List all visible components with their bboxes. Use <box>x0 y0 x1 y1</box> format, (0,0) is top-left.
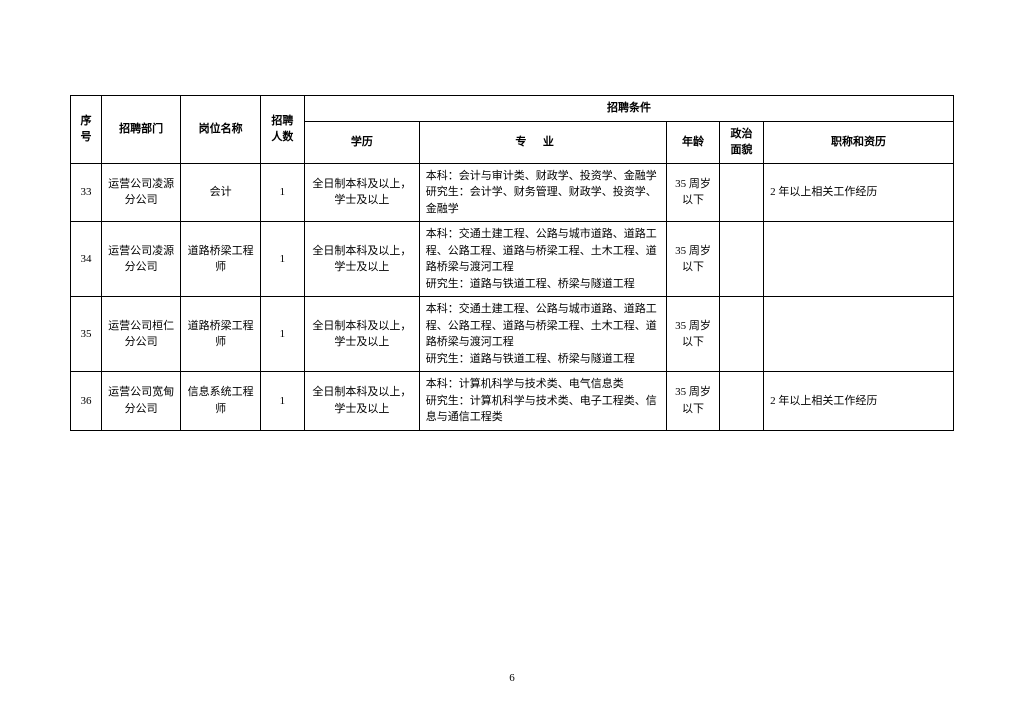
header-qualification: 职称和资历 <box>764 121 954 163</box>
table-cell: 运营公司桓仁分公司 <box>101 297 180 372</box>
table-cell: 本科：计算机科学与技术类、电气信息类 研究生：计算机科学与技术类、电子工程类、信… <box>419 372 666 431</box>
table-cell: 35 <box>71 297 102 372</box>
table-cell <box>764 297 954 372</box>
table-cell: 全日制本科及以上，学士及以上 <box>304 297 419 372</box>
table-cell: 1 <box>260 297 304 372</box>
table-cell: 35 周岁以下 <box>667 163 720 222</box>
table-cell: 35 周岁以下 <box>667 372 720 431</box>
recruitment-table: 序号 招聘部门 岗位名称 招聘人数 招聘条件 学历 专业 年龄 政治面貌 职称和… <box>70 95 954 431</box>
table-cell: 36 <box>71 372 102 431</box>
table-cell: 信息系统工程师 <box>181 372 260 431</box>
table-cell: 2 年以上相关工作经历 <box>764 372 954 431</box>
table-cell <box>719 163 763 222</box>
table-cell: 2 年以上相关工作经历 <box>764 163 954 222</box>
table-cell <box>719 297 763 372</box>
table-cell: 全日制本科及以上，学士及以上 <box>304 222 419 297</box>
header-politics: 政治面貌 <box>719 121 763 163</box>
table-row: 36运营公司宽甸分公司信息系统工程师1全日制本科及以上，学士及以上本科：计算机科… <box>71 372 954 431</box>
table-cell: 1 <box>260 372 304 431</box>
table-cell: 运营公司凌源分公司 <box>101 222 180 297</box>
table-cell <box>719 222 763 297</box>
header-conditions: 招聘条件 <box>304 96 953 122</box>
table-cell: 道路桥梁工程师 <box>181 222 260 297</box>
table-cell: 1 <box>260 222 304 297</box>
table-header: 序号 招聘部门 岗位名称 招聘人数 招聘条件 学历 专业 年龄 政治面貌 职称和… <box>71 96 954 164</box>
table-cell: 35 周岁以下 <box>667 297 720 372</box>
table-cell: 运营公司凌源分公司 <box>101 163 180 222</box>
table-cell <box>719 372 763 431</box>
header-age: 年龄 <box>667 121 720 163</box>
table-cell: 1 <box>260 163 304 222</box>
table-cell: 全日制本科及以上，学士及以上 <box>304 163 419 222</box>
table-cell: 33 <box>71 163 102 222</box>
table-row: 35运营公司桓仁分公司道路桥梁工程师1全日制本科及以上，学士及以上本科：交通土建… <box>71 297 954 372</box>
header-count: 招聘人数 <box>260 96 304 164</box>
header-major: 专业 <box>419 121 666 163</box>
table-cell: 34 <box>71 222 102 297</box>
table-cell <box>764 222 954 297</box>
table-cell: 道路桥梁工程师 <box>181 297 260 372</box>
header-position: 岗位名称 <box>181 96 260 164</box>
table-cell: 本科：交通土建工程、公路与城市道路、道路工程、公路工程、道路与桥梁工程、土木工程… <box>419 297 666 372</box>
table-cell: 本科：会计与审计类、财政学、投资学、金融学 研究生：会计学、财务管理、财政学、投… <box>419 163 666 222</box>
table-row: 34运营公司凌源分公司道路桥梁工程师1全日制本科及以上，学士及以上本科：交通土建… <box>71 222 954 297</box>
table-cell: 运营公司宽甸分公司 <box>101 372 180 431</box>
page-number: 6 <box>0 672 1024 684</box>
table-row: 33运营公司凌源分公司会计1全日制本科及以上，学士及以上本科：会计与审计类、财政… <box>71 163 954 222</box>
header-dept: 招聘部门 <box>101 96 180 164</box>
table-cell: 会计 <box>181 163 260 222</box>
header-education: 学历 <box>304 121 419 163</box>
table-cell: 35 周岁以下 <box>667 222 720 297</box>
table-cell: 本科：交通土建工程、公路与城市道路、道路工程、公路工程、道路与桥梁工程、土木工程… <box>419 222 666 297</box>
table-cell: 全日制本科及以上，学士及以上 <box>304 372 419 431</box>
table-body: 33运营公司凌源分公司会计1全日制本科及以上，学士及以上本科：会计与审计类、财政… <box>71 163 954 430</box>
header-seq: 序号 <box>71 96 102 164</box>
